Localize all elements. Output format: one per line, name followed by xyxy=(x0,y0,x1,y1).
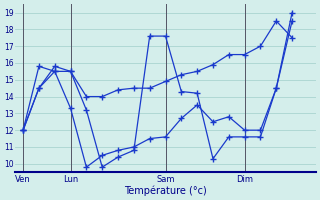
X-axis label: Température (°c): Température (°c) xyxy=(124,185,207,196)
